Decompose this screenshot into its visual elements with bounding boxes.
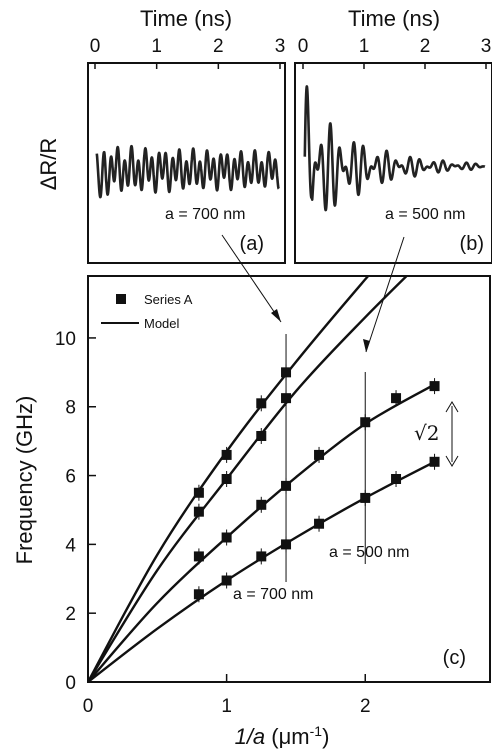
xtick-2: 2	[360, 696, 371, 717]
xtick-0: 0	[83, 696, 94, 717]
panel-b-xticks: 0 1 2 3	[298, 36, 492, 69]
panel-a-xtick-0: 0	[90, 36, 101, 57]
panel-b-xtick-3: 3	[481, 36, 492, 57]
ytick-2: 4	[65, 535, 76, 556]
ytick-0: 0	[65, 673, 76, 694]
panel-b-xlabel: Time (ns)	[348, 6, 440, 31]
panel-b-xtick-0: 0	[298, 36, 309, 57]
panel-b: Time (ns) 0 1 2 3 a = 500 nm (b)	[294, 6, 492, 264]
panel-a-xtick-1: 1	[151, 36, 162, 57]
data-point-3-6	[391, 474, 402, 484]
data-point-3-4	[314, 518, 325, 529]
data-point-2-6	[391, 393, 402, 404]
sqrt2-indicator: √2	[414, 401, 459, 467]
ytick-4: 8	[65, 398, 76, 419]
ytick-1: 2	[65, 604, 76, 625]
model-curve-3	[89, 460, 436, 682]
data-point-0-3	[281, 367, 292, 378]
data-point-2-4	[314, 449, 325, 460]
sqrt2-arrow-up	[445, 401, 459, 413]
panel-b-xtick-2: 2	[420, 36, 431, 57]
annotation-a700: a = 700 nm	[233, 586, 314, 603]
xlabel-italic: 1/a	[235, 724, 266, 749]
panel-b-frame	[294, 62, 492, 264]
panel-c-xticks: 0 1 2	[83, 674, 371, 717]
panel-a-xlabel: Time (ns)	[140, 6, 232, 31]
arrow-a-line	[221, 234, 282, 323]
data-point-0-2	[256, 398, 267, 409]
panel-a-ylabel: ΔR/R	[36, 138, 61, 191]
data-point-1-3	[281, 393, 292, 404]
xlabel-units: (μm	[265, 724, 309, 749]
data-point-3-2	[256, 551, 267, 562]
annotation-a500: a = 500 nm	[329, 544, 410, 561]
legend: Series A Model	[101, 292, 193, 331]
data-point-3-1	[221, 575, 232, 586]
data-point-3-7	[429, 456, 440, 467]
panel-b-xtick-1: 1	[359, 36, 370, 57]
panel-a-xtick-2: 2	[213, 36, 224, 57]
data-point-1-1	[221, 474, 232, 484]
panel-c-frame	[87, 275, 491, 683]
pointer-arrows	[221, 234, 405, 353]
data-point-2-5	[360, 417, 371, 428]
arrow-a-head	[271, 309, 281, 322]
arrow-b-head	[363, 339, 370, 352]
data-point-2-2	[256, 499, 267, 510]
panel-c-yticks: 0 2 4 6 8 10	[55, 329, 96, 694]
sqrt2-label: √2	[414, 421, 439, 445]
ytick-5: 10	[55, 329, 76, 350]
legend-line-label: Model	[144, 316, 180, 331]
panel-b-annotation: a = 500 nm	[385, 206, 466, 223]
data-point-2-1	[221, 532, 232, 543]
panel-c-ylabel: Frequency (GHz)	[12, 396, 37, 565]
data-point-2-0	[193, 551, 204, 562]
panel-c: 0 2 4 6 8 10 0 1 2 Series A Model a = 700 nm a …	[12, 275, 491, 749]
data-point-3-5	[360, 492, 371, 503]
panel-a-annotation: a = 700 nm	[165, 206, 246, 223]
panel-c-data-points	[193, 364, 440, 603]
data-point-0-0	[193, 487, 204, 498]
legend-marker	[116, 294, 126, 304]
panel-a-frame	[87, 62, 286, 264]
panel-a-trace	[95, 144, 280, 199]
data-point-3-0	[193, 589, 204, 600]
data-point-1-0	[193, 506, 204, 517]
panel-a-xticks: 0 1 2 3	[90, 36, 286, 69]
arrow-b-line	[365, 236, 405, 353]
data-point-0-1	[221, 449, 232, 460]
data-point-2-7	[429, 381, 440, 392]
sqrt2-arrow-down	[445, 455, 459, 467]
ytick-3: 6	[65, 467, 76, 488]
panel-a: Time (ns) 0 1 2 3 a = 700 nm (a) ΔR/R	[36, 6, 286, 264]
panel-b-trace	[303, 85, 486, 212]
panel-a-label: (a)	[240, 233, 264, 255]
panel-b-label: (b)	[460, 233, 484, 255]
panel-a-xtick-3: 3	[275, 36, 286, 57]
panel-c-label: (c)	[443, 647, 466, 669]
data-point-1-2	[256, 430, 267, 441]
data-point-2-3	[281, 480, 292, 491]
xtick-1: 1	[221, 696, 232, 717]
data-point-3-3	[281, 539, 292, 550]
legend-marker-label: Series A	[144, 292, 193, 307]
xlabel-close: )	[322, 724, 329, 749]
xlabel-sup: -1	[310, 723, 323, 739]
panel-c-xlabel: 1/a (μm-1)	[235, 723, 330, 749]
